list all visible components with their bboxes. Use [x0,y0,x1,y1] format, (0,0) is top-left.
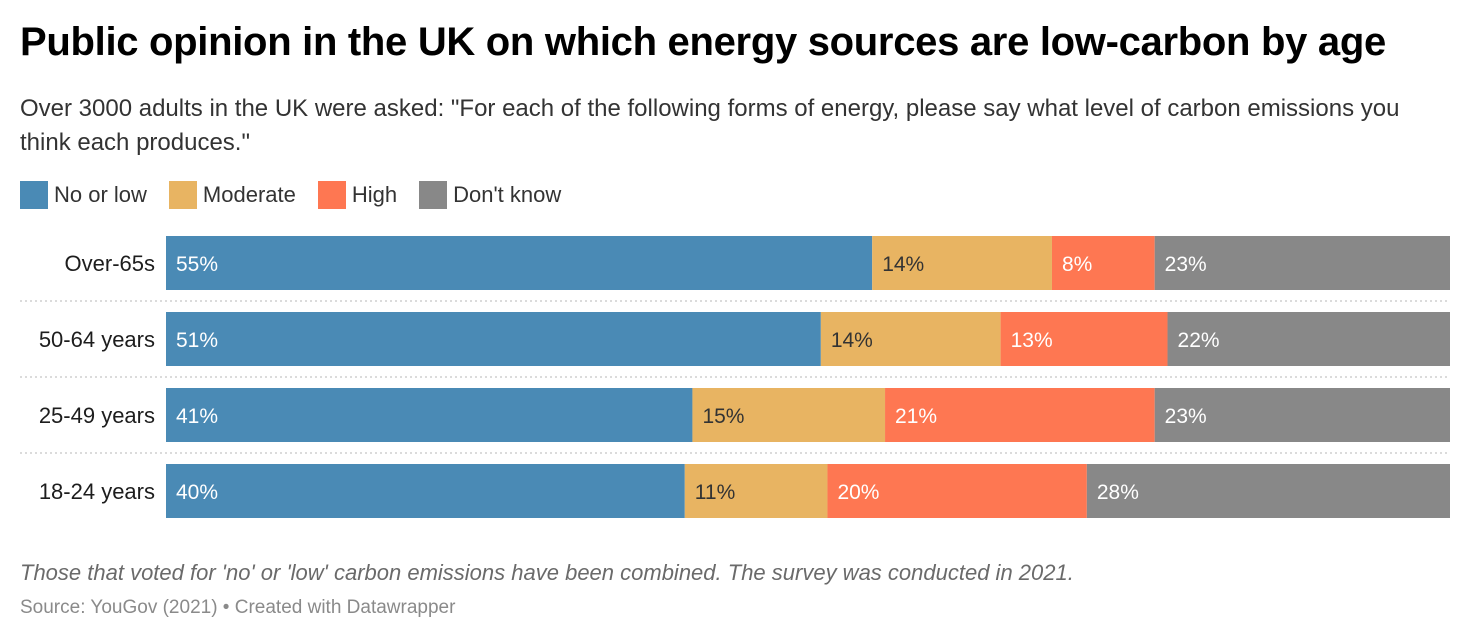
legend-item-high: High [317,181,398,209]
bar-no-or-low-over-65s [166,236,873,290]
data-label-no-or-low-18-24-years: 40% [176,481,218,504]
legend-label-moderate: Moderate [202,182,296,207]
data-label-moderate-over-65s: 14% [882,253,924,276]
category-label-over-65s: Over-65s [65,251,155,276]
bar-no-or-low-18-24-years [166,464,685,518]
bar-high-25-49-years [885,388,1155,442]
legend-item-no-or-low: No or low [20,181,147,209]
data-label-no-or-low-25-49-years: 41% [176,405,218,428]
data-label-don-t-know-over-65s: 23% [1165,253,1207,276]
data-label-high-25-49-years: 21% [895,405,937,428]
data-label-high-over-65s: 8% [1062,253,1092,276]
bar-moderate-50-64-years [820,312,1001,366]
bar-no-or-low-25-49-years [166,388,693,442]
legend-item-moderate: Moderate [168,181,296,209]
data-label-moderate-18-24-years: 11% [695,481,735,504]
legend-swatch-no-or-low [20,181,48,209]
bar-don-t-know-25-49-years [1154,388,1450,442]
stacked-bar-chart: Over-65s 55% 14% 8% 23% 50-64 years 51% 14% 13% 2… [20,236,1450,518]
bar-no-or-low-50-64-years [166,312,821,366]
bar-high-over-65s [1051,236,1155,290]
bar-don-t-know-over-65s [1154,236,1450,290]
chart-subtitle: Over 3000 adults in the UK were asked: "… [20,95,1400,156]
legend-swatch-dont-know [419,181,448,209]
bar-moderate-18-24-years [684,464,828,518]
legend-item-dont-know: Don't know [419,181,561,209]
bar-high-18-24-years [827,464,1087,518]
category-label-18-24-years: 18-24 years [39,479,155,504]
legend-swatch-moderate [168,181,197,209]
chart-title: Public opinion in the UK on which energy… [20,20,1386,64]
data-label-no-or-low-50-64-years: 51% [176,329,218,352]
category-label-50-64-years: 50-64 years [39,327,155,352]
data-label-don-t-know-50-64-years: 22% [1178,329,1220,352]
legend-label-no-or-low: No or low [54,182,147,207]
legend-swatch-high [317,181,346,209]
data-label-high-50-64-years: 13% [1011,329,1053,352]
data-label-don-t-know-18-24-years: 28% [1097,481,1139,504]
bar-don-t-know-50-64-years [1167,312,1450,366]
chart-source: Source: YouGov (2021) • Created with Dat… [20,597,456,618]
chart-notes: Those that voted for 'no' or 'low' carbo… [20,560,1074,585]
data-label-moderate-25-49-years: 15% [702,405,744,428]
data-label-don-t-know-25-49-years: 23% [1165,405,1207,428]
legend: No or low Moderate High Don't know [20,180,583,210]
category-label-25-49-years: 25-49 years [39,403,155,428]
bar-moderate-over-65s [872,236,1052,290]
data-label-moderate-50-64-years: 14% [831,329,873,352]
data-label-no-or-low-over-65s: 55% [176,253,218,276]
bar-high-50-64-years [1000,312,1168,366]
legend-label-high: High [351,182,398,207]
bar-moderate-25-49-years [692,388,886,442]
data-label-high-18-24-years: 20% [837,481,879,504]
bar-don-t-know-18-24-years [1086,464,1450,518]
legend-label-dont-know: Don't know [453,182,562,207]
